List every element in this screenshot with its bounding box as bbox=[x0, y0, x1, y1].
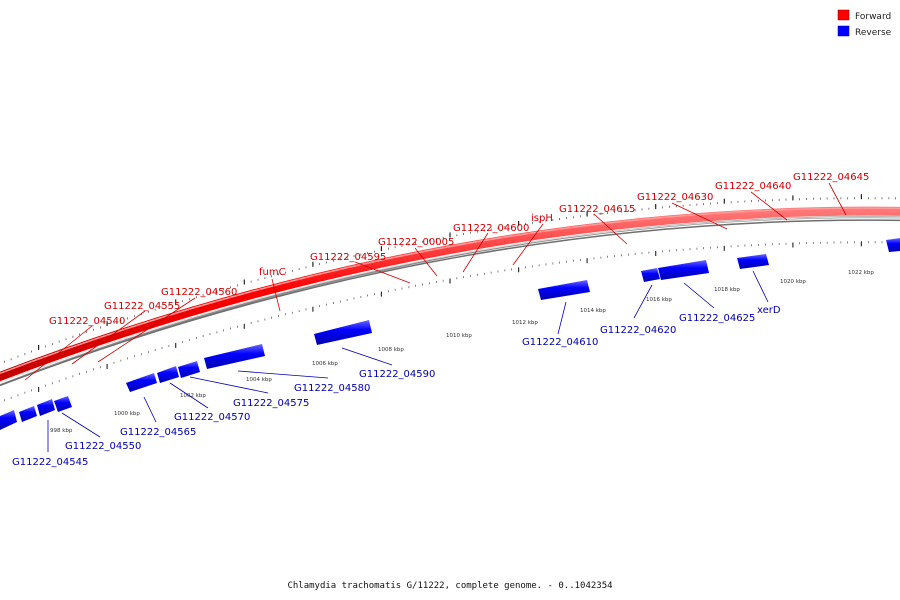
reverse-gene-boxes bbox=[0, 238, 900, 430]
scale-label: 1002 kbp bbox=[180, 393, 206, 399]
legend-reverse-label: Reverse bbox=[855, 28, 892, 38]
reverse-gene-box[interactable] bbox=[178, 361, 200, 378]
scale-label: 1020 kbp bbox=[780, 279, 806, 285]
reverse-gene-box[interactable] bbox=[641, 268, 660, 282]
forward-gene-label[interactable]: fumC bbox=[259, 267, 286, 278]
scale-label: 1008 kbp bbox=[378, 347, 404, 353]
forward-gene-label[interactable]: G11222_04645 bbox=[793, 172, 869, 183]
reverse-gene-label[interactable]: G11222_04590 bbox=[359, 369, 435, 380]
scale-label: 1022 kbp bbox=[848, 270, 874, 276]
reverse-gene-label[interactable]: G11222_04575 bbox=[233, 398, 309, 409]
leader-line bbox=[750, 191, 788, 221]
forward-strand-band bbox=[0, 206, 900, 382]
scale-label: 1004 kbp bbox=[246, 377, 272, 383]
forward-gene-label[interactable]: G11222_00005 bbox=[378, 237, 454, 248]
reverse-gene-label[interactable]: G11222_04620 bbox=[600, 325, 676, 336]
leader-line bbox=[512, 223, 544, 266]
scale-label: 1012 kbp bbox=[512, 320, 538, 326]
reverse-gene-labels: G11222_04545 G11222_04550 G11222_04565 G… bbox=[12, 305, 781, 468]
leader-line bbox=[683, 282, 715, 309]
forward-gene-label[interactable]: ispH bbox=[531, 213, 553, 224]
leader-line bbox=[354, 261, 411, 284]
backbone-gray-line bbox=[0, 219, 900, 387]
forward-gene-label[interactable]: G11222_04630 bbox=[637, 192, 713, 203]
reverse-gene-label[interactable]: G11222_04550 bbox=[65, 441, 141, 452]
reverse-gene-box[interactable] bbox=[126, 373, 157, 392]
leader-line bbox=[462, 232, 489, 273]
leader-line bbox=[24, 325, 93, 381]
leader-line bbox=[633, 284, 653, 319]
reverse-gene-label[interactable]: G11222_04570 bbox=[174, 412, 250, 423]
leader-line bbox=[61, 412, 101, 438]
outer-tick-marks bbox=[4, 194, 897, 363]
leader-line bbox=[189, 376, 269, 394]
forward-gene-label[interactable]: G11222_04555 bbox=[104, 301, 180, 312]
reverse-gene-label[interactable]: G11222_04610 bbox=[522, 337, 598, 348]
forward-gene-label[interactable]: G11222_04560 bbox=[161, 287, 237, 298]
leader-line bbox=[557, 301, 567, 335]
leader-line bbox=[752, 270, 769, 303]
forward-gene-labels: G11222_04540 G11222_04555 G11222_04560 f… bbox=[49, 172, 869, 327]
scale-labels: 998 kbp 1000 kbp 1002 kbp 1004 kbp 1006 … bbox=[50, 270, 874, 434]
reverse-gene-box[interactable] bbox=[886, 238, 900, 252]
leader-line bbox=[593, 213, 628, 245]
reverse-gene-box[interactable] bbox=[37, 399, 55, 416]
scale-label: 1018 kbp bbox=[714, 287, 740, 293]
leader-line bbox=[671, 202, 728, 230]
genome-backbone bbox=[0, 206, 900, 387]
scale-label: 1016 kbp bbox=[646, 297, 672, 303]
reverse-gene-label[interactable]: G11222_04625 bbox=[679, 313, 755, 324]
reverse-gene-label[interactable]: G11222_04565 bbox=[120, 427, 196, 438]
reverse-leader-lines bbox=[47, 270, 769, 452]
leader-line bbox=[341, 347, 393, 366]
inner-scale-ticks bbox=[4, 241, 897, 402]
forward-gene-label[interactable]: G11222_04615 bbox=[559, 204, 635, 215]
reverse-gene-box[interactable] bbox=[0, 410, 17, 430]
forward-gene-label[interactable]: G11222_04600 bbox=[453, 223, 529, 234]
reverse-gene-box[interactable] bbox=[19, 406, 37, 422]
reverse-gene-label[interactable]: G11222_04580 bbox=[294, 383, 370, 394]
leader-line bbox=[828, 182, 847, 216]
reverse-gene-box[interactable] bbox=[314, 320, 372, 345]
forward-gene-label[interactable]: G11222_04640 bbox=[715, 181, 791, 192]
backbone-inner-line bbox=[0, 216, 900, 383]
leader-line bbox=[169, 382, 209, 409]
legend-forward-label: Forward bbox=[855, 12, 891, 22]
scale-label: 1014 kbp bbox=[580, 308, 606, 314]
legend: Forward Reverse bbox=[837, 9, 892, 38]
leader-line bbox=[143, 396, 157, 423]
leader-line bbox=[97, 297, 196, 363]
forward-strand-highlight bbox=[0, 207, 900, 375]
legend-forward-swatch bbox=[837, 9, 850, 21]
reverse-gene-label[interactable]: xerD bbox=[757, 305, 781, 316]
leader-line bbox=[271, 278, 281, 312]
forward-gene-label[interactable]: G11222_04595 bbox=[310, 252, 386, 263]
map-caption: Chlamydia trachomatis G/11222, complete … bbox=[287, 581, 612, 591]
reverse-gene-label[interactable]: G11222_04545 bbox=[12, 457, 88, 468]
forward-leader-lines bbox=[24, 182, 847, 381]
leader-line bbox=[71, 310, 146, 365]
reverse-gene-box[interactable] bbox=[54, 396, 72, 412]
reverse-gene-box[interactable] bbox=[538, 280, 590, 300]
scale-label: 1000 kbp bbox=[114, 411, 140, 417]
reverse-gene-box[interactable] bbox=[658, 260, 709, 280]
legend-reverse-swatch bbox=[837, 25, 850, 37]
reverse-gene-box[interactable] bbox=[204, 344, 265, 369]
reverse-gene-box[interactable] bbox=[737, 254, 769, 269]
scale-label: 1010 kbp bbox=[446, 333, 472, 339]
reverse-gene-box[interactable] bbox=[157, 366, 179, 383]
leader-line bbox=[414, 247, 438, 277]
leader-line bbox=[237, 370, 329, 379]
scale-label: 998 kbp bbox=[50, 428, 73, 434]
scale-label: 1006 kbp bbox=[312, 361, 338, 367]
forward-gene-label[interactable]: G11222_04540 bbox=[49, 316, 125, 327]
